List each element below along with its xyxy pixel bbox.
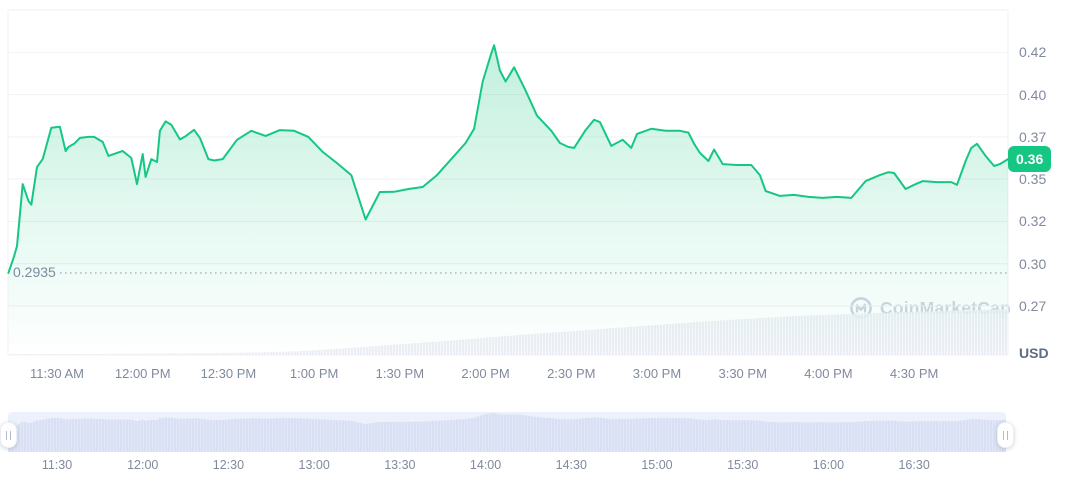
- x-axis-tick-label: 3:30 PM: [718, 366, 767, 381]
- brush-tick-label: 11:30: [41, 458, 73, 472]
- brush-tick-label: 13:30: [384, 458, 416, 472]
- brush-tick-label: 16:00: [812, 458, 845, 472]
- x-axis-tick-label: 2:00 PM: [461, 366, 510, 381]
- x-axis-tick-label: 3:00 PM: [632, 366, 682, 381]
- brush-left-handle[interactable]: [0, 422, 17, 448]
- x-axis-tick-label: 12:00 PM: [114, 366, 171, 381]
- handle-grip-bar: [9, 430, 12, 440]
- y-axis-tick-label: 0.30: [1019, 255, 1047, 272]
- brush-tick-label: 15:00: [641, 458, 673, 472]
- brush-mini-area: [8, 413, 1006, 452]
- x-axis-tick-label: 1:30 PM: [375, 366, 425, 381]
- current-price-badge: 0.36: [1008, 146, 1052, 173]
- x-axis-tick-label: 4:00 PM: [804, 366, 853, 381]
- y-axis-unit-label: USD: [1019, 345, 1049, 361]
- price-line: [7, 44, 1009, 274]
- x-axis-tick-label: 4:30 PM: [889, 366, 939, 381]
- x-axis-tick-label: 2:30 PM: [547, 366, 596, 381]
- handle-grip-bar: [1006, 430, 1009, 440]
- y-axis-tick-label: 0.32: [1019, 213, 1047, 230]
- y-axis-tick-label: 0.42: [1019, 44, 1047, 61]
- brush-tick-label: 14:30: [555, 458, 587, 472]
- brush-tick-label: 14:00: [469, 458, 502, 472]
- handle-grip-bar: [1002, 430, 1005, 440]
- x-axis-tick-label: 11:30 AM: [30, 366, 84, 381]
- x-axis-tick-label: 12:30 PM: [200, 366, 257, 381]
- x-axis-tick-label: 1:00 PM: [289, 366, 339, 381]
- brush-tick-label: 16:30: [898, 458, 930, 472]
- brush-tick-label: 12:00: [127, 458, 159, 472]
- y-axis-tick-label: 0.35: [1019, 171, 1047, 188]
- brush-right-handle[interactable]: [997, 422, 1014, 448]
- brush-tick-label: 15:30: [727, 458, 759, 472]
- y-axis-tick-label: 0.37: [1019, 128, 1047, 145]
- brush-tick-label: 13:00: [298, 458, 330, 472]
- price-area-fill: [8, 45, 1008, 356]
- handle-grip-bar: [5, 430, 8, 440]
- min-price-label: 0.2935: [13, 264, 56, 281]
- brush-tick-label: 12:30: [212, 458, 245, 472]
- y-axis-tick-label: 0.40: [1019, 86, 1047, 103]
- y-axis-tick-label: 0.27: [1019, 298, 1047, 314]
